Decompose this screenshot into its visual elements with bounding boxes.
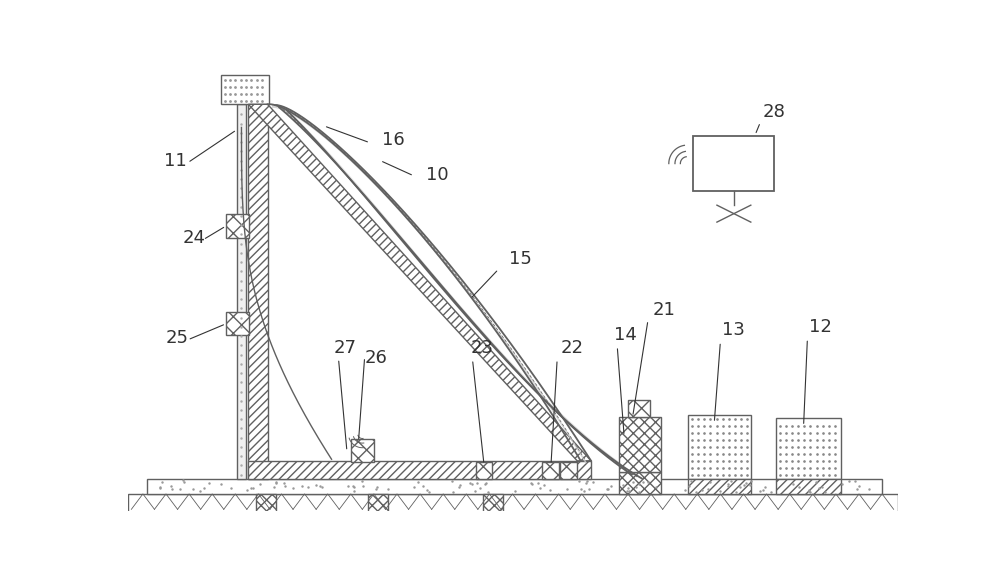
Text: 28: 28 bbox=[763, 103, 786, 121]
Bar bbox=[237, 104, 246, 479]
Text: 22: 22 bbox=[560, 339, 583, 357]
Bar bbox=[628, 400, 650, 417]
Bar bbox=[619, 417, 661, 472]
Bar bbox=[368, 494, 388, 513]
Bar bbox=[688, 416, 751, 479]
Bar bbox=[776, 479, 841, 494]
Text: 10: 10 bbox=[426, 166, 449, 184]
Bar bbox=[147, 479, 882, 494]
Text: 26: 26 bbox=[365, 349, 388, 367]
Bar bbox=[688, 479, 751, 494]
Text: 24: 24 bbox=[183, 229, 206, 247]
Bar bbox=[248, 104, 268, 479]
Bar bbox=[248, 461, 591, 479]
Text: 27: 27 bbox=[334, 339, 357, 357]
Bar bbox=[226, 215, 249, 238]
Text: 16: 16 bbox=[382, 131, 404, 149]
Bar bbox=[542, 462, 559, 479]
Bar bbox=[476, 462, 492, 479]
Text: 15: 15 bbox=[509, 250, 532, 269]
Bar bbox=[619, 472, 661, 494]
Text: 14: 14 bbox=[614, 326, 637, 344]
Text: 21: 21 bbox=[653, 301, 676, 319]
Bar bbox=[128, 494, 898, 513]
Bar bbox=[226, 312, 249, 335]
Bar bbox=[483, 494, 503, 513]
Text: 23: 23 bbox=[470, 339, 493, 357]
Text: 11: 11 bbox=[164, 152, 187, 170]
Bar bbox=[351, 439, 374, 462]
Polygon shape bbox=[248, 104, 591, 461]
Bar bbox=[693, 136, 774, 191]
Bar bbox=[560, 462, 577, 479]
Text: 13: 13 bbox=[722, 321, 745, 339]
Text: 25: 25 bbox=[166, 329, 189, 347]
Bar bbox=[256, 494, 276, 513]
Bar bbox=[776, 418, 841, 479]
Bar bbox=[221, 75, 269, 104]
Text: 12: 12 bbox=[809, 318, 832, 336]
